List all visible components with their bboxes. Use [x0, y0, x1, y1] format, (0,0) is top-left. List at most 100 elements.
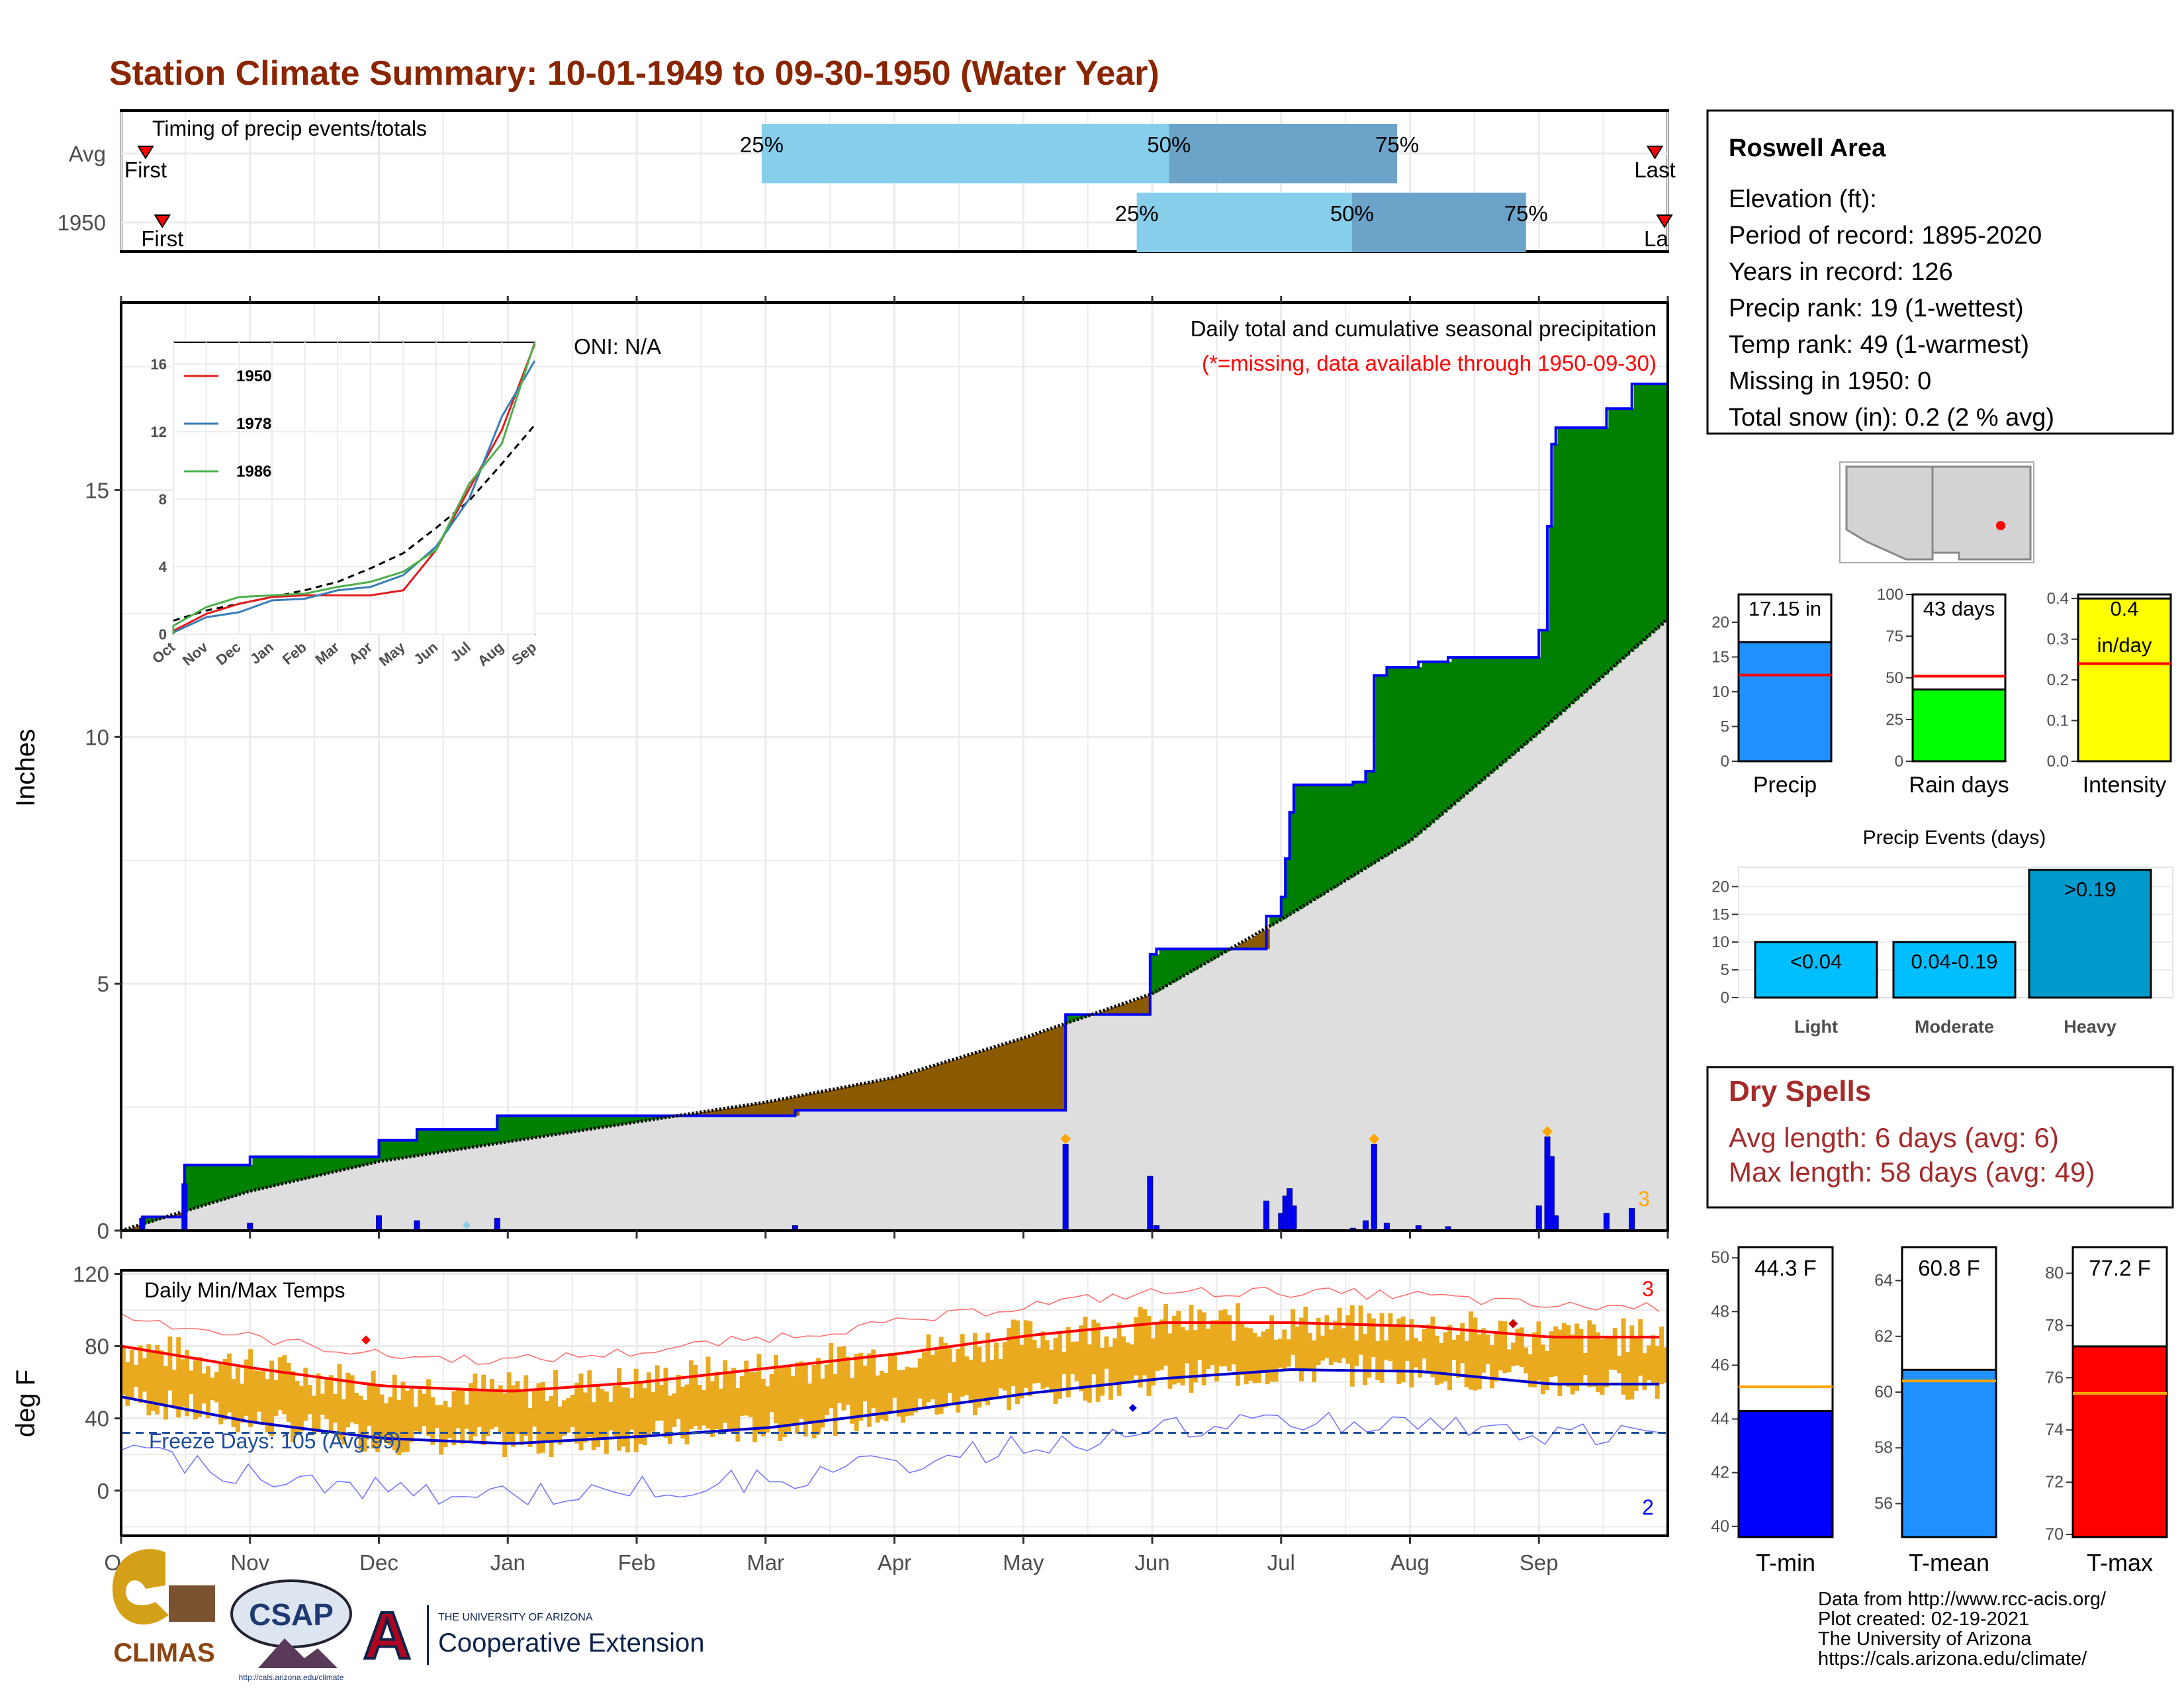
above-normal-area	[1066, 1014, 1071, 1023]
daily-temp-range-bar	[545, 1401, 550, 1441]
daily-temp-range-bar	[938, 1336, 944, 1414]
above-normal-area	[578, 1115, 584, 1131]
below-normal-area	[782, 1099, 787, 1116]
daily-temp-range-bar	[587, 1370, 592, 1438]
daily-temp-range-bar	[943, 1342, 948, 1408]
daily-temp-range-bar	[443, 1401, 448, 1448]
daily-temp-range-bar	[989, 1360, 995, 1399]
daily-temp-range-bar	[820, 1378, 825, 1428]
daily-temp-range-bar	[536, 1383, 541, 1454]
daily-temp-range-bar	[1349, 1305, 1355, 1387]
daily-temp-range-bar	[1193, 1330, 1198, 1383]
below-normal-area	[803, 1095, 808, 1111]
station-detail-line: Precip rank: 19 (1-wettest)	[1729, 295, 2024, 322]
below-normal-area	[1032, 1035, 1037, 1111]
below-normal-area	[989, 1048, 995, 1111]
above-normal-area	[430, 1129, 435, 1154]
daily-temp-range-bar	[922, 1352, 927, 1408]
below-normal-area	[1248, 938, 1253, 949]
below-normal-area	[1108, 1008, 1113, 1015]
daily-temp-range-bar	[871, 1349, 876, 1409]
above-normal-area	[1405, 667, 1410, 844]
temp-bar-tick-label: 80	[2045, 1264, 2064, 1282]
above-normal-area	[396, 1140, 402, 1159]
below-normal-area	[1121, 1004, 1126, 1015]
above-normal-area	[1540, 630, 1545, 731]
daily-temp-range-bar	[756, 1354, 762, 1434]
daily-temp-range-bar	[1176, 1311, 1181, 1383]
below-normal-area	[774, 1100, 779, 1116]
daily-temp-range-bar	[426, 1379, 431, 1436]
daily-temp-range-bar	[1222, 1309, 1228, 1367]
daily-temp-range-bar	[693, 1364, 698, 1427]
daily-temp-range-bar	[307, 1385, 312, 1415]
above-normal-area	[549, 1115, 554, 1136]
below-normal-area	[1104, 1010, 1109, 1015]
above-normal-area	[1197, 949, 1203, 968]
mini-bar-value	[2077, 597, 2172, 763]
below-normal-area	[1044, 1030, 1050, 1111]
below-normal-area	[1007, 1043, 1012, 1111]
daily-temp-range-bar	[880, 1370, 884, 1420]
daily-temp-range-bar	[1375, 1340, 1381, 1380]
below-normal-area	[972, 1053, 978, 1111]
events-bar	[2028, 868, 2152, 999]
dry-spells-title: Dry Spells	[1729, 1075, 1871, 1107]
below-normal-area	[960, 1057, 965, 1111]
daily-temp-range-bar	[1540, 1344, 1545, 1395]
mini-bar-value-label: 0.4	[2110, 597, 2138, 620]
month-tick-label: Apr	[878, 1550, 911, 1575]
record-low-marker	[1128, 1403, 1137, 1412]
daily-temp-range-bar	[1214, 1320, 1219, 1382]
daily-temp-range-bar	[235, 1367, 240, 1432]
daily-temp-range-bar	[1032, 1340, 1037, 1384]
daily-temp-range-bar	[1506, 1349, 1512, 1373]
mini-bar-tick-label: 0.2	[2047, 671, 2069, 689]
below-normal-area	[1040, 1032, 1046, 1111]
daily-temp-range-bar	[481, 1374, 486, 1446]
daily-temp-range-bar	[1210, 1320, 1215, 1366]
daily-temp-range-bar	[312, 1395, 317, 1434]
daily-temp-range-bar	[702, 1390, 707, 1426]
above-normal-area	[1659, 384, 1664, 626]
above-normal-area	[298, 1156, 304, 1180]
daily-temp-range-bar	[972, 1333, 978, 1415]
above-normal-area	[235, 1164, 240, 1196]
daily-temp-range-bar	[1447, 1325, 1452, 1391]
daily-temp-range-bar	[655, 1365, 660, 1421]
above-normal-area	[629, 1115, 635, 1123]
below-normal-area	[858, 1084, 864, 1111]
daily-temp-range-bar	[1553, 1326, 1559, 1377]
above-normal-area	[439, 1129, 444, 1152]
events-bar	[1754, 941, 1878, 999]
above-normal-area	[379, 1140, 385, 1162]
above-normal-area	[1511, 657, 1516, 756]
above-normal-area	[1269, 915, 1275, 927]
above-normal-area	[375, 1156, 381, 1162]
above-normal-area	[1591, 428, 1596, 686]
daily-temp-range-bar	[1206, 1329, 1211, 1369]
above-normal-area	[545, 1115, 550, 1137]
daily-temp-range-bar	[774, 1354, 778, 1424]
above-normal-area	[1400, 667, 1406, 847]
daily-temp-range-bar	[862, 1365, 868, 1401]
daily-temp-range-bar	[341, 1399, 346, 1445]
above-normal-area	[557, 1115, 563, 1135]
above-normal-area	[295, 1156, 300, 1181]
inset-y-tick-label: 16	[151, 356, 167, 373]
daily-precip-bar	[1603, 1213, 1610, 1231]
above-normal-area	[1617, 408, 1622, 663]
timing-pct-label: 25%	[740, 132, 784, 157]
below-normal-area	[1049, 1029, 1054, 1111]
above-normal-area	[146, 1217, 152, 1223]
first-event-marker	[137, 146, 154, 160]
below-normal-area	[1058, 1026, 1063, 1111]
below-normal-area	[993, 1047, 999, 1111]
daily-temp-range-bar	[887, 1354, 893, 1412]
observed-cumulative-line	[121, 383, 1668, 1232]
above-normal-area	[1494, 657, 1499, 770]
daily-temp-range-bar	[1566, 1325, 1571, 1387]
daily-temp-range-bar	[244, 1359, 249, 1416]
daily-temp-range-bar	[1227, 1315, 1232, 1372]
